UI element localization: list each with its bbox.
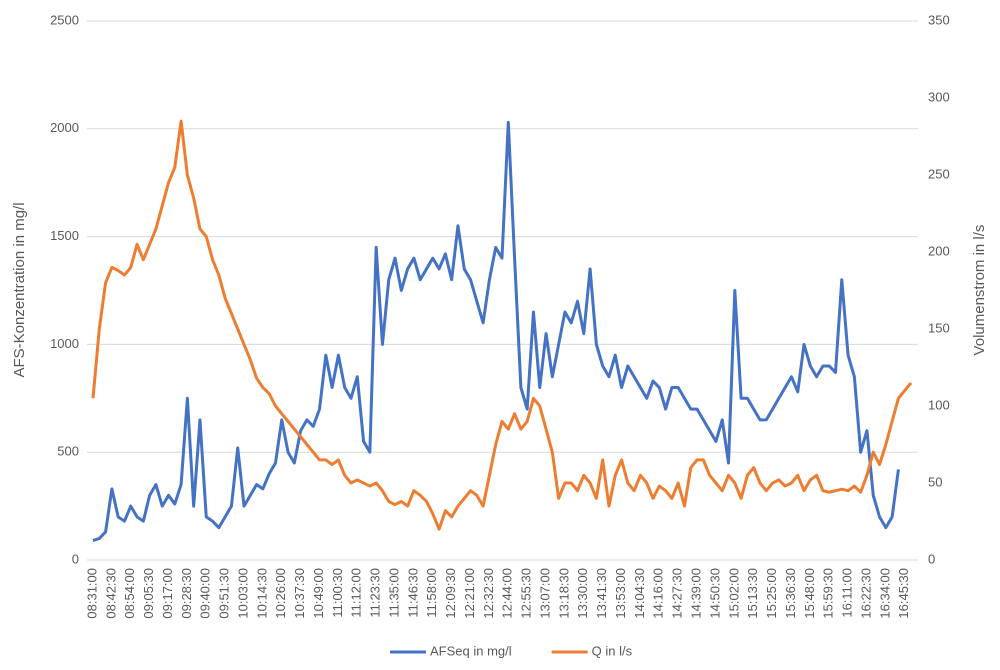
- y2-tick-label: 350: [928, 12, 950, 27]
- x-tick-label: 16:22:30: [858, 568, 873, 619]
- y2-tick-label: 250: [928, 166, 950, 181]
- y2-tick-label: 50: [928, 474, 942, 489]
- x-tick-label: 09:17:00: [160, 568, 175, 619]
- y2-tick-label: 150: [928, 320, 950, 335]
- y-tick-label: 2000: [50, 120, 79, 135]
- x-tick-label: 12:09:30: [443, 568, 458, 619]
- x-tick-label: 12:21:00: [462, 568, 477, 619]
- y-tick-label: 1500: [50, 228, 79, 243]
- x-tick-label: 15:36:30: [783, 568, 798, 619]
- x-tick-label: 09:51:30: [217, 568, 232, 619]
- x-tick-label: 11:58:00: [424, 568, 439, 618]
- x-tick-label: 09:40:00: [198, 568, 213, 619]
- x-tick-label: 08:42:30: [103, 568, 118, 619]
- x-tick-label: 15:59:30: [821, 568, 836, 619]
- x-tick-label: 08:31:00: [84, 568, 99, 619]
- y2-tick-label: 200: [928, 243, 950, 258]
- x-tick-label: 13:41:30: [594, 568, 609, 619]
- x-tick-label: 14:27:30: [670, 568, 685, 619]
- y-tick-label: 1000: [50, 336, 79, 351]
- data-line: [92, 120, 900, 543]
- x-tick-label: 14:16:00: [651, 568, 666, 619]
- y-tick-label: 0: [72, 551, 79, 566]
- x-tick-label: 08:54:00: [122, 568, 137, 619]
- x-tick-label: 11:35:00: [386, 568, 401, 618]
- x-tick-label: 15:02:00: [726, 568, 741, 619]
- y-tick-label: 500: [57, 444, 79, 459]
- x-tick-label: 11:23:30: [368, 568, 383, 618]
- y2-axis-title: Volumenstrom in l/s: [971, 225, 988, 356]
- x-tick-label: 15:25:00: [764, 568, 779, 619]
- x-tick-label: 12:55:30: [519, 568, 534, 619]
- x-tick-label: 10:49:00: [311, 568, 326, 619]
- y-tick-label: 2500: [50, 12, 79, 27]
- x-tick-label: 14:50:30: [707, 568, 722, 619]
- x-tick-label: 10:26:00: [273, 568, 288, 619]
- x-tick-label: 12:44:00: [500, 568, 515, 619]
- y2-tick-label: 300: [928, 89, 950, 104]
- legend-label: AFSeq in mg/l: [430, 643, 512, 658]
- x-tick-label: 15:48:00: [802, 568, 817, 619]
- x-tick-label: 16:45:30: [896, 568, 911, 619]
- x-tick-label: 12:32:30: [481, 568, 496, 619]
- x-tick-label: 13:30:00: [575, 568, 590, 619]
- x-tick-label: 13:07:00: [537, 568, 552, 619]
- x-tick-label: 11:12:00: [349, 568, 364, 618]
- y2-tick-label: 0: [928, 551, 935, 566]
- x-tick-label: 13:53:00: [613, 568, 628, 619]
- x-tick-label: 11:00:30: [330, 568, 345, 618]
- y2-tick-label: 100: [928, 397, 950, 412]
- y-axis-title: AFS-Konzentration in mg/l: [11, 202, 28, 377]
- legend-label: Q in l/s: [592, 643, 633, 658]
- x-tick-label: 13:18:30: [556, 568, 571, 619]
- x-tick-label: 09:28:30: [179, 568, 194, 619]
- x-tick-label: 10:03:00: [235, 568, 250, 619]
- x-tick-label: 10:37:30: [292, 568, 307, 619]
- x-tick-label: 16:34:00: [877, 568, 892, 619]
- x-tick-label: 14:39:00: [688, 568, 703, 619]
- x-tick-label: 16:11:00: [840, 568, 855, 618]
- x-tick-label: 10:14:30: [254, 568, 269, 619]
- x-tick-label: 15:13:30: [745, 568, 760, 619]
- x-tick-label: 14:04:30: [632, 568, 647, 619]
- x-tick-label: 11:46:30: [405, 568, 420, 618]
- data-line: [91, 119, 913, 531]
- x-tick-label: 09:05:30: [141, 568, 156, 619]
